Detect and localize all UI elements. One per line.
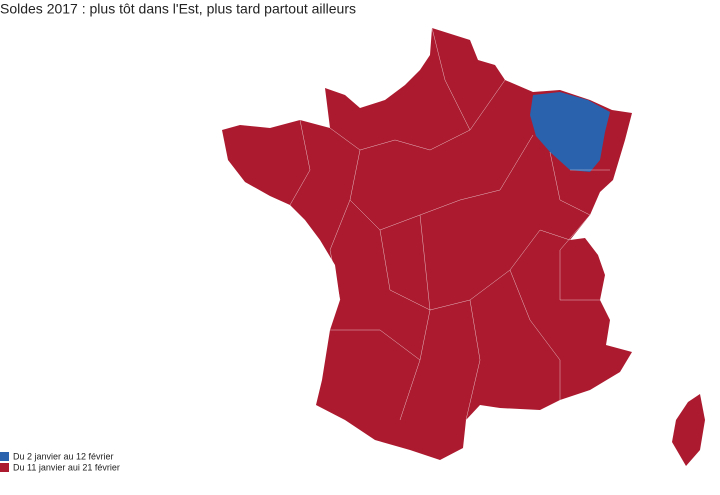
legend-swatch — [0, 452, 9, 461]
legend-label: Du 11 janvier aui 21 février — [13, 462, 120, 472]
region-late — [672, 394, 705, 466]
legend-label: Du 2 janvier au 12 février — [13, 451, 114, 461]
map-title: Soldes 2017 : plus tôt dans l'Est, plus … — [0, 1, 356, 17]
region-late — [222, 28, 632, 460]
legend-swatch — [0, 463, 9, 472]
regions — [222, 27, 705, 466]
department-borders — [289, 27, 610, 421]
